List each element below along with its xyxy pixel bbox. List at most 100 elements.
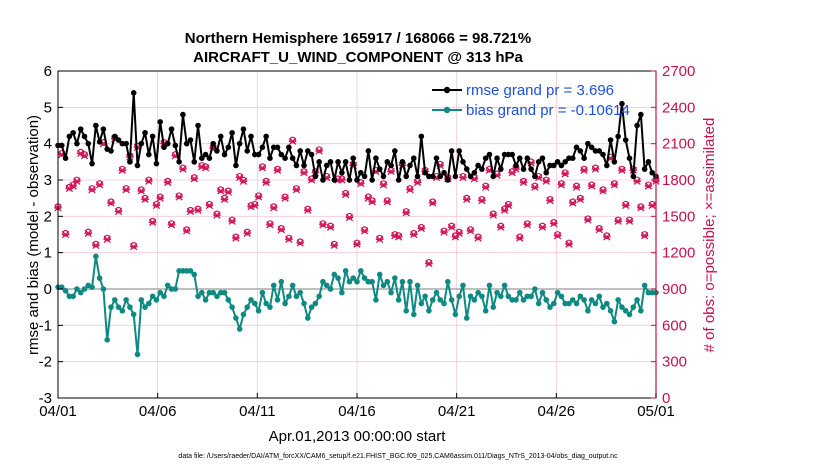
- obs-assimilated-marker: [553, 232, 562, 240]
- obs-assimilated-marker: [122, 186, 130, 194]
- obs-assimilated-marker: [330, 241, 339, 250]
- obs-assimilated-marker: [459, 173, 467, 182]
- obs-possible-marker: [330, 240, 338, 248]
- rmse-point: [456, 148, 462, 154]
- bias-point: [278, 278, 285, 285]
- rmse-point: [392, 148, 398, 154]
- obs-assimilated-marker: [519, 178, 528, 187]
- obs-possible-marker: [130, 241, 138, 249]
- rmse-point: [554, 159, 561, 165]
- obs-assimilated-marker: [285, 235, 293, 244]
- obs-assimilated-marker: [228, 217, 236, 225]
- rmse-point: [619, 100, 625, 107]
- bias-point: [418, 300, 425, 307]
- obs-possible-marker: [187, 206, 194, 214]
- obs-assimilated-marker: [205, 201, 214, 210]
- obs-assimilated-marker: [455, 229, 464, 237]
- rmse-point: [376, 166, 383, 172]
- rmse-point: [236, 140, 243, 147]
- obs-assimilated-marker: [277, 225, 286, 234]
- rmse-point: [214, 148, 220, 154]
- rmse-point: [638, 111, 644, 118]
- obs-possible-marker: [69, 181, 77, 189]
- obs-possible-marker: [610, 180, 618, 188]
- obs-assimilated-marker: [379, 181, 388, 189]
- rmse-point: [301, 162, 307, 169]
- obs-possible-marker: [641, 231, 649, 238]
- obs-assimilated-marker: [406, 186, 414, 194]
- rmse-point: [520, 166, 527, 172]
- obs-possible-marker: [228, 216, 236, 224]
- bias-point: [547, 304, 553, 310]
- rmse-point: [77, 126, 84, 132]
- bias-point: [384, 278, 391, 285]
- bias-point: [81, 286, 88, 292]
- obs-possible-marker: [467, 226, 474, 234]
- obs-assimilated-marker: [224, 188, 233, 196]
- rmse-point: [74, 140, 80, 147]
- obs-assimilated-marker: [232, 234, 240, 242]
- rmse-point: [558, 162, 565, 169]
- obs-possible-marker: [554, 231, 561, 238]
- bias-point: [426, 308, 432, 314]
- rmse-point: [100, 126, 107, 132]
- bias-point: [164, 282, 171, 289]
- bias-point: [327, 286, 334, 292]
- bias-point: [100, 286, 107, 292]
- bias-point: [516, 289, 523, 296]
- bias-point: [619, 304, 625, 310]
- rmse-point: [516, 155, 523, 161]
- obs-assimilated-marker: [504, 201, 513, 210]
- obs-possible-marker: [516, 233, 524, 241]
- bias-point: [354, 278, 360, 285]
- rmse-point: [562, 159, 568, 165]
- rmse-point: [482, 155, 489, 161]
- obs-assimilated-marker: [648, 201, 657, 210]
- obs-possible-marker: [595, 225, 603, 232]
- obs-possible-marker: [168, 220, 175, 228]
- bias-point: [229, 304, 235, 310]
- rmse-point: [89, 160, 95, 167]
- obs-possible-marker: [137, 186, 145, 194]
- bias-point: [210, 289, 216, 296]
- bias-point: [410, 311, 417, 318]
- x-tick-label: 05/01: [637, 403, 675, 420]
- rmse-point: [127, 159, 133, 165]
- rmse-point: [331, 177, 338, 183]
- rmse-point: [357, 169, 364, 176]
- rmse-point: [191, 159, 198, 165]
- obs-possible-marker: [342, 189, 350, 197]
- bias-point: [142, 304, 148, 310]
- bias-point: [596, 293, 603, 300]
- obs-possible-marker: [406, 185, 414, 192]
- rmse-point: [93, 122, 99, 129]
- bias-point: [130, 311, 137, 318]
- rmse-point: [573, 144, 580, 151]
- obs-assimilated-marker: [644, 182, 653, 190]
- rmse-point: [123, 140, 129, 147]
- bias-point: [304, 315, 311, 321]
- obs-assimilated-marker: [587, 182, 596, 190]
- obs-assimilated-marker: [341, 190, 350, 199]
- obs-possible-marker: [380, 180, 387, 188]
- obs-assimilated-marker: [281, 194, 289, 202]
- legend-bias-label: bias grand pr = -0.10614: [466, 102, 630, 119]
- obs-possible-marker: [217, 186, 225, 194]
- obs-assimilated-marker: [425, 259, 433, 268]
- bias-point: [558, 293, 565, 300]
- obs-assimilated-marker: [572, 183, 581, 191]
- obs-possible-marker: [107, 198, 115, 206]
- bias-point: [452, 311, 459, 318]
- rmse-point: [210, 140, 216, 147]
- obs-possible-marker: [618, 165, 626, 173]
- bias-point: [104, 337, 111, 343]
- bias-point: [115, 304, 122, 310]
- obs-possible-marker: [175, 192, 183, 200]
- obs-assimilated-marker: [345, 213, 354, 222]
- obs-possible-marker: [576, 194, 584, 202]
- obs-assimilated-marker: [148, 218, 157, 227]
- obs-assimilated-marker: [428, 199, 437, 207]
- rmse-point: [259, 144, 266, 151]
- bias-point: [607, 308, 614, 314]
- bias-point: [289, 282, 296, 289]
